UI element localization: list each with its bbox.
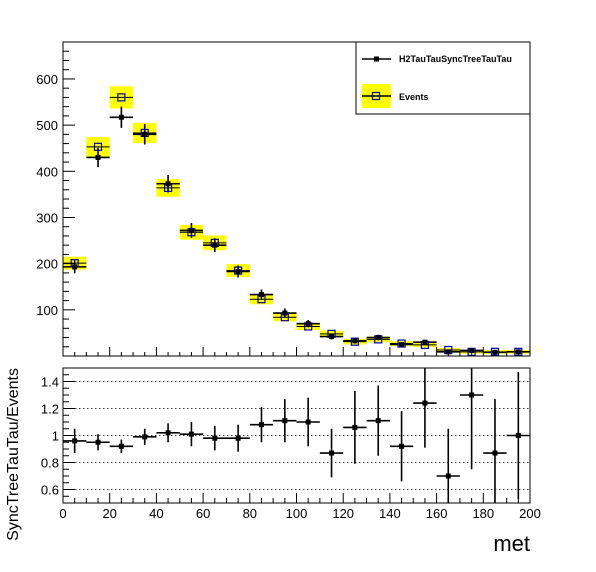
sync-point-9 (282, 310, 288, 316)
ratio-xtick-label-8: 160 (426, 506, 448, 521)
ratio-point-3 (142, 434, 148, 440)
ratio-xtick-label-3: 60 (196, 506, 210, 521)
events-point-14 (397, 339, 406, 348)
ratio-point-15 (422, 400, 428, 406)
events-point-12 (350, 337, 359, 346)
ratio-point-13 (375, 418, 381, 424)
top-ytick-label-1: 200 (36, 257, 58, 272)
ratio-xtick-label-5: 100 (286, 506, 308, 521)
ratio-ytick-label-2: 1 (52, 429, 59, 444)
ratio-point-1 (95, 439, 101, 445)
legend-sync-marker (374, 56, 379, 62)
top-x-ticks (62, 347, 531, 356)
top-ytick-label-4: 500 (36, 118, 58, 133)
ratio-point-17 (469, 392, 475, 398)
ratio-point-10 (305, 419, 311, 425)
sync-point-5 (188, 227, 194, 233)
events-point-7 (234, 266, 243, 275)
ratio-point-2 (118, 443, 124, 449)
ratio-point-0 (72, 438, 78, 444)
sync-point-1 (95, 154, 101, 160)
ratio-xtick-label-1: 20 (102, 506, 116, 521)
top-y-axis: 100 200 300 400 500 600 (36, 50, 75, 348)
x-axis-label: met (493, 531, 530, 556)
events-point-2 (117, 93, 126, 102)
ratio-point-12 (352, 424, 358, 430)
sync-point-4 (165, 181, 171, 187)
ratio-grid (63, 381, 530, 490)
ratio-xtick-label-0: 0 (59, 506, 66, 521)
ratio-ytick-label-3: 1.2 (41, 402, 59, 417)
ratio-xtick-label-2: 40 (149, 506, 163, 521)
sync-point-10 (305, 321, 311, 327)
ratio-xtick-label-6: 120 (332, 506, 354, 521)
ratio-point-8 (258, 422, 264, 428)
ratio-xtick-label-9: 180 (472, 506, 494, 521)
ratio-ytick-label-1: 0.8 (41, 456, 59, 471)
ratio-point-19 (515, 433, 521, 438)
legend-sync-label: H2TauTauSyncTreeTauTau (399, 54, 512, 64)
sync-point-14 (399, 341, 405, 347)
ratio-xtick-label-4: 80 (243, 506, 257, 521)
legend-events-label: Events (399, 92, 429, 102)
ratio-ytick-label-0: 0.6 (41, 483, 59, 498)
ratio-y-axis-label: SyncTreeTauTau/Events (5, 368, 22, 541)
top-ytick-label-0: 100 (36, 303, 58, 318)
sync-point-6 (212, 242, 218, 248)
top-ytick-label-3: 400 (36, 164, 58, 179)
sync-point-0 (72, 264, 78, 270)
ratio-point-4 (165, 430, 171, 436)
sync-point-3 (142, 131, 148, 137)
ratio-point-6 (212, 435, 218, 441)
ratio-point-16 (445, 473, 451, 479)
sync-point-11 (329, 334, 335, 340)
sync-point-15 (422, 339, 428, 345)
ratio-points (63, 368, 530, 503)
legend-events-marker (371, 91, 381, 101)
legend: H2TauTauSyncTreeTauTau Events (355, 41, 531, 115)
ratio-point-7 (235, 435, 241, 441)
top-sync-markers (72, 114, 521, 355)
top-ytick-label-5: 600 (36, 72, 58, 87)
sync-point-17 (469, 347, 475, 353)
ratio-point-18 (492, 450, 498, 456)
ratio-ytick-label-4: 1.4 (41, 375, 59, 390)
sync-point-7 (235, 268, 241, 274)
events-point-1 (93, 142, 103, 151)
ratio-axes: 0.6 0.8 1 1.2 1.4 0 20 40 60 80 100 120 140 160 180 200 (41, 374, 541, 521)
ratio-point-14 (399, 443, 405, 449)
ratio-xtick-label-10: 200 (519, 506, 541, 521)
top-ytick-label-2: 300 (36, 210, 58, 225)
ratio-point-5 (188, 431, 194, 437)
ratio-point-9 (282, 418, 288, 424)
sync-point-8 (258, 292, 264, 298)
sync-point-16 (445, 349, 451, 355)
ratio-xtick-label-7: 140 (379, 506, 401, 521)
sync-point-13 (375, 335, 381, 341)
ratio-point-11 (329, 450, 335, 456)
sync-point-12 (352, 338, 358, 344)
sync-point-2 (118, 114, 124, 120)
sync-point-19 (515, 349, 521, 355)
